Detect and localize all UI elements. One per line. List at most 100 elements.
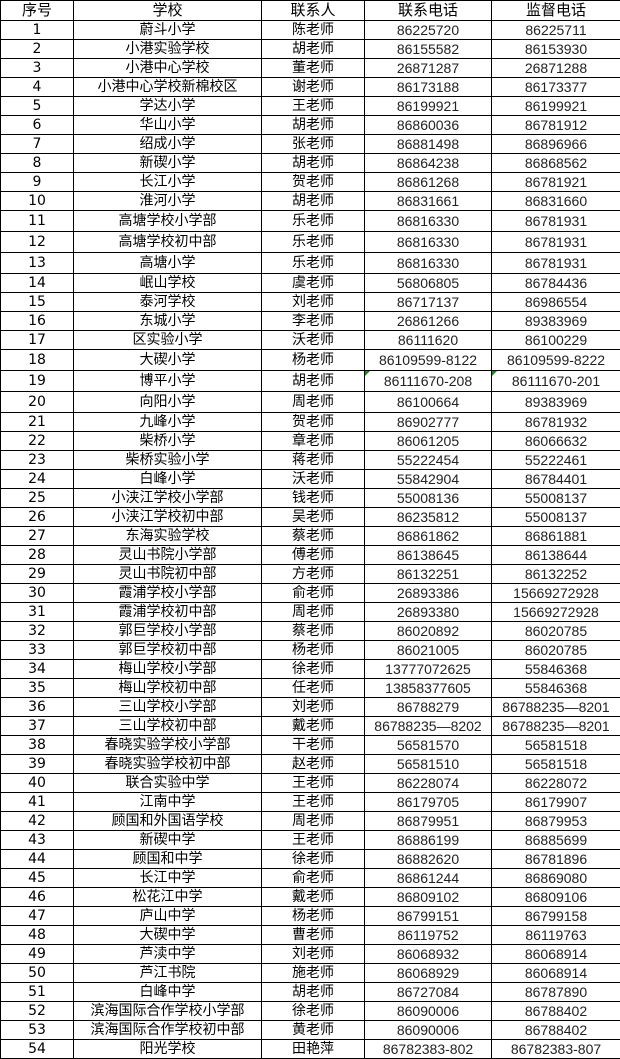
phone-cell[interactable]: 86090006 [365,1002,492,1021]
supervision-phone-cell[interactable]: 86781931 [492,232,620,253]
contact-cell[interactable]: 任老师 [262,679,365,698]
index-cell[interactable]: 50 [1,964,74,983]
index-cell[interactable]: 36 [1,698,74,717]
index-cell[interactable]: 37 [1,717,74,736]
index-cell[interactable]: 18 [1,350,74,371]
school-cell[interactable]: 博平小学 [74,371,262,392]
contact-cell[interactable]: 干老师 [262,736,365,755]
school-cell[interactable]: 华山小学 [74,116,262,135]
index-cell[interactable]: 52 [1,1002,74,1021]
phone-cell[interactable]: 86111670-208 [365,371,492,392]
index-cell[interactable]: 25 [1,489,74,508]
school-cell[interactable]: 学达小学 [74,97,262,116]
contact-cell[interactable]: 章老师 [262,432,365,451]
school-cell[interactable]: 长江中学 [74,869,262,888]
school-cell[interactable]: 灵山书院初中部 [74,565,262,584]
school-cell[interactable]: 泰河学校 [74,293,262,312]
supervision-phone-cell[interactable]: 86885699 [492,831,620,850]
index-cell[interactable]: 31 [1,603,74,622]
phone-cell[interactable]: 86782383-802 [365,1040,492,1059]
school-cell[interactable]: 松花江中学 [74,888,262,907]
contact-cell[interactable]: 乐老师 [262,232,365,253]
supervision-phone-cell[interactable]: 86111670-201 [492,371,620,392]
phone-cell[interactable]: 86119752 [365,926,492,945]
contact-cell[interactable]: 贺老师 [262,413,365,432]
contact-cell[interactable]: 方老师 [262,565,365,584]
school-cell[interactable]: 联合实验中学 [74,774,262,793]
index-cell[interactable]: 2 [1,40,74,59]
contact-cell[interactable]: 周老师 [262,603,365,622]
phone-cell[interactable]: 56581510 [365,755,492,774]
supervision-phone-cell[interactable]: 86781931 [492,253,620,274]
index-cell[interactable]: 23 [1,451,74,470]
school-cell[interactable]: 柴桥实验小学 [74,451,262,470]
phone-cell[interactable]: 56806805 [365,274,492,293]
school-cell[interactable]: 顾国和中学 [74,850,262,869]
phone-cell[interactable]: 86831661 [365,192,492,211]
school-cell[interactable]: 春晓实验学校小学部 [74,736,262,755]
index-cell[interactable]: 14 [1,274,74,293]
supervision-phone-cell[interactable]: 86788235—8201 [492,698,620,717]
phone-cell[interactable]: 86886199 [365,831,492,850]
supervision-phone-cell[interactable]: 86787890 [492,983,620,1002]
supervision-phone-cell[interactable]: 86896966 [492,135,620,154]
supervision-phone-cell[interactable]: 26871288 [492,59,620,78]
phone-cell[interactable]: 86235812 [365,508,492,527]
school-cell[interactable]: 大碶中学 [74,926,262,945]
phone-cell[interactable]: 86861268 [365,173,492,192]
supervision-phone-cell[interactable]: 86173377 [492,78,620,97]
phone-cell[interactable]: 86861244 [365,869,492,888]
supervision-phone-cell[interactable]: 86788235—8201 [492,717,620,736]
contact-cell[interactable]: 张老师 [262,135,365,154]
phone-cell[interactable]: 86111620 [365,331,492,350]
phone-cell[interactable]: 86173188 [365,78,492,97]
index-cell[interactable]: 44 [1,850,74,869]
contact-cell[interactable]: 刘老师 [262,293,365,312]
supervision-phone-cell[interactable]: 55846368 [492,660,620,679]
supervision-phone-cell[interactable]: 86861881 [492,527,620,546]
contact-cell[interactable]: 乐老师 [262,211,365,232]
school-cell[interactable]: 阳光学校 [74,1040,262,1059]
contact-cell[interactable]: 施老师 [262,964,365,983]
phone-cell[interactable]: 86799151 [365,907,492,926]
contact-cell[interactable]: 赵老师 [262,755,365,774]
contact-cell[interactable]: 胡老师 [262,154,365,173]
supervision-phone-cell[interactable]: 55008137 [492,489,620,508]
school-cell[interactable]: 郭巨学校初中部 [74,641,262,660]
contact-cell[interactable]: 刘老师 [262,698,365,717]
supervision-phone-cell[interactable]: 86784401 [492,470,620,489]
supervision-phone-cell[interactable]: 86799158 [492,907,620,926]
phone-cell[interactable]: 56581570 [365,736,492,755]
supervision-phone-cell[interactable]: 86068914 [492,945,620,964]
index-cell[interactable]: 15 [1,293,74,312]
supervision-phone-cell[interactable]: 86228072 [492,774,620,793]
index-cell[interactable]: 51 [1,983,74,1002]
contact-cell[interactable]: 沃老师 [262,331,365,350]
phone-cell[interactable]: 55842904 [365,470,492,489]
index-cell[interactable]: 12 [1,232,74,253]
supervision-phone-cell[interactable]: 55008137 [492,508,620,527]
phone-cell[interactable]: 86881498 [365,135,492,154]
school-cell[interactable]: 顾国和外国语学校 [74,812,262,831]
index-cell[interactable]: 11 [1,211,74,232]
contact-cell[interactable]: 胡老师 [262,371,365,392]
phone-cell[interactable]: 86138645 [365,546,492,565]
phone-cell[interactable]: 86228074 [365,774,492,793]
supervision-phone-cell[interactable]: 86781931 [492,211,620,232]
contact-cell[interactable]: 胡老师 [262,983,365,1002]
contact-cell[interactable]: 徐老师 [262,660,365,679]
index-cell[interactable]: 21 [1,413,74,432]
phone-cell[interactable]: 86788279 [365,698,492,717]
supervision-phone-cell[interactable]: 86020785 [492,641,620,660]
supervision-phone-cell[interactable]: 15669272928 [492,584,620,603]
school-cell[interactable]: 向阳小学 [74,392,262,413]
contact-cell[interactable]: 王老师 [262,831,365,850]
contact-cell[interactable]: 胡老师 [262,192,365,211]
contact-cell[interactable]: 黄老师 [262,1021,365,1040]
index-cell[interactable]: 19 [1,371,74,392]
index-cell[interactable]: 24 [1,470,74,489]
contact-cell[interactable]: 王老师 [262,97,365,116]
contact-cell[interactable]: 王老师 [262,793,365,812]
supervision-phone-cell[interactable]: 86781912 [492,116,620,135]
supervision-phone-cell[interactable]: 86199921 [492,97,620,116]
